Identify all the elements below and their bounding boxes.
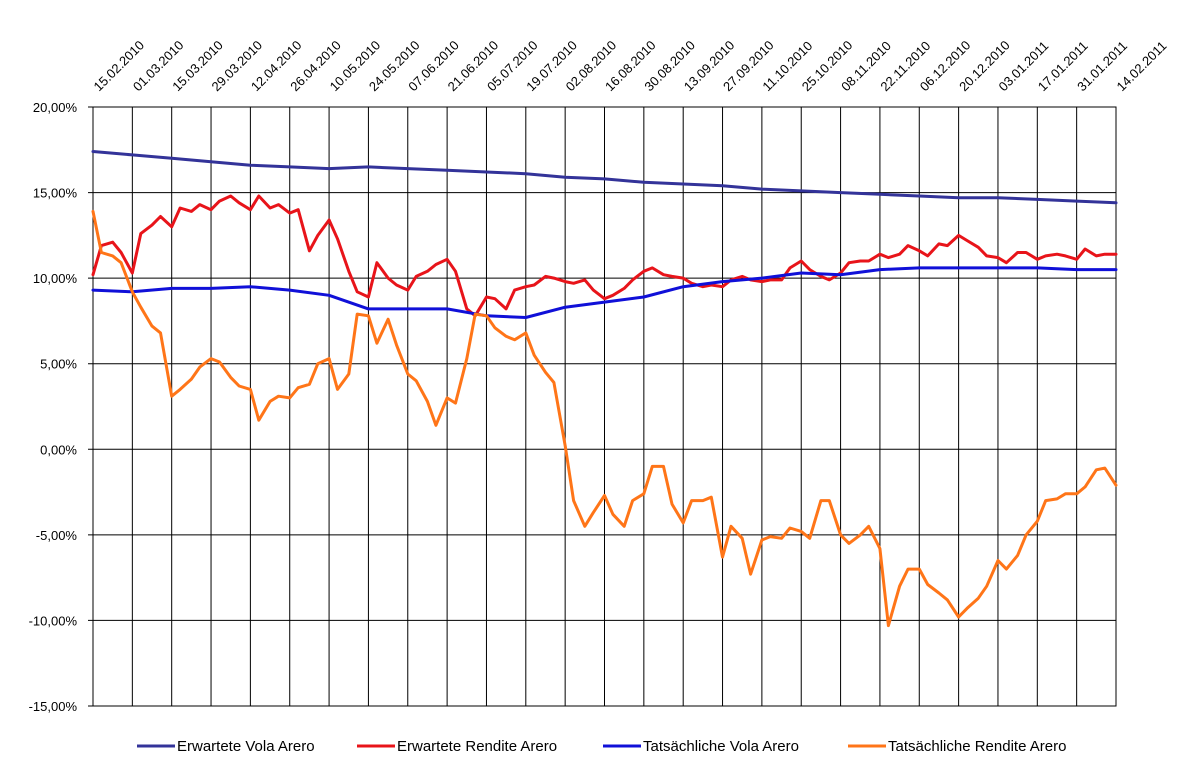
y-tick-label: 20,00% [33,100,78,115]
plot-area-border [92,106,1117,707]
y-tick-label: -10,00% [29,613,78,628]
legend-label: Tatsächliche Vola Arero [643,738,799,755]
y-tick-label: 10,00% [33,271,78,286]
legend: Erwartete Vola Arero Erwartete Rendite Ar… [137,738,1066,755]
legend-label: Erwartete Vola Arero [177,738,315,755]
y-axis-tick-labels: 20,00% 15,00% 10,00% 5,00% 0,00% -5,00% -10,00… [29,100,78,714]
series-line [91,266,1118,319]
y-tick-label: 15,00% [33,186,78,201]
series-lines [91,150,1118,628]
y-tick-label: 0,00% [40,442,77,457]
series-line [91,209,1118,628]
y-tick-label: -5,00% [36,528,78,543]
series-line [91,194,1118,318]
legend-label: Tatsächliche Rendite Arero [888,738,1066,755]
y-tick-label: 5,00% [40,357,77,372]
legend-label: Erwartete Rendite Arero [397,738,557,755]
plot-frame [92,106,1117,707]
x-axis-tick-labels: 15.02.201001.03.201015.03.201029.03.2010… [91,37,1170,94]
vertical-gridlines [92,107,1117,706]
y-tick-label: -15,00% [29,699,78,714]
series-line [91,150,1118,205]
